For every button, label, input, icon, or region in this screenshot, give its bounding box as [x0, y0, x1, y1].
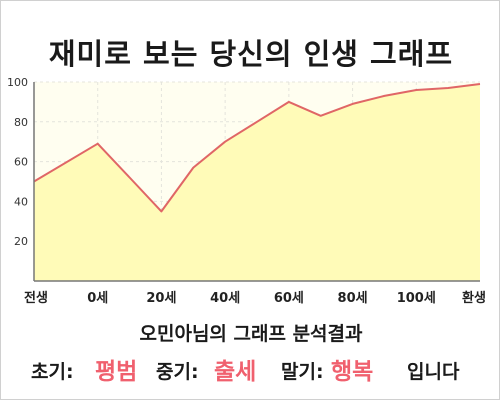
y-tick-label: 60	[14, 156, 28, 169]
result-suffix: 입니다	[407, 361, 460, 383]
x-tick-label: 100세	[397, 291, 436, 306]
late-value: 행복	[331, 359, 374, 385]
x-tick-label: 40세	[210, 291, 240, 306]
y-tick-labels: 20 40 60 80 100	[7, 76, 28, 248]
y-tick-label: 20	[14, 235, 28, 248]
x-tick-labels: 전생 0세 20세 40세 60세 80세 100세 환생	[24, 290, 486, 306]
late-label: 말기:	[281, 361, 324, 383]
x-tick-label: 80세	[338, 291, 368, 306]
x-tick-label: 60세	[274, 291, 304, 306]
analysis-result: 초기: 평범 중기: 출세 말기: 행복 입니다	[1, 349, 500, 385]
area-fill	[34, 84, 480, 281]
early-label: 초기:	[31, 361, 74, 383]
series-line	[33, 83, 481, 213]
y-tick-label: 100	[7, 76, 28, 89]
early-value: 평범	[95, 359, 138, 385]
chart-title: 재미로 보는 당신의 인생 그래프	[48, 37, 454, 71]
x-tick-label: 전생	[24, 290, 48, 306]
x-tick-label: 20세	[146, 291, 176, 306]
middle-value: 출세	[214, 359, 257, 385]
analysis-subtitle: 오민아님의 그래프 분석결과	[139, 323, 363, 345]
y-tick-label: 80	[14, 116, 28, 129]
x-tick-label: 0세	[87, 291, 108, 306]
y-tick-label: 40	[14, 195, 28, 208]
x-tick-label: 환생	[462, 290, 486, 306]
middle-label: 중기:	[156, 361, 199, 383]
